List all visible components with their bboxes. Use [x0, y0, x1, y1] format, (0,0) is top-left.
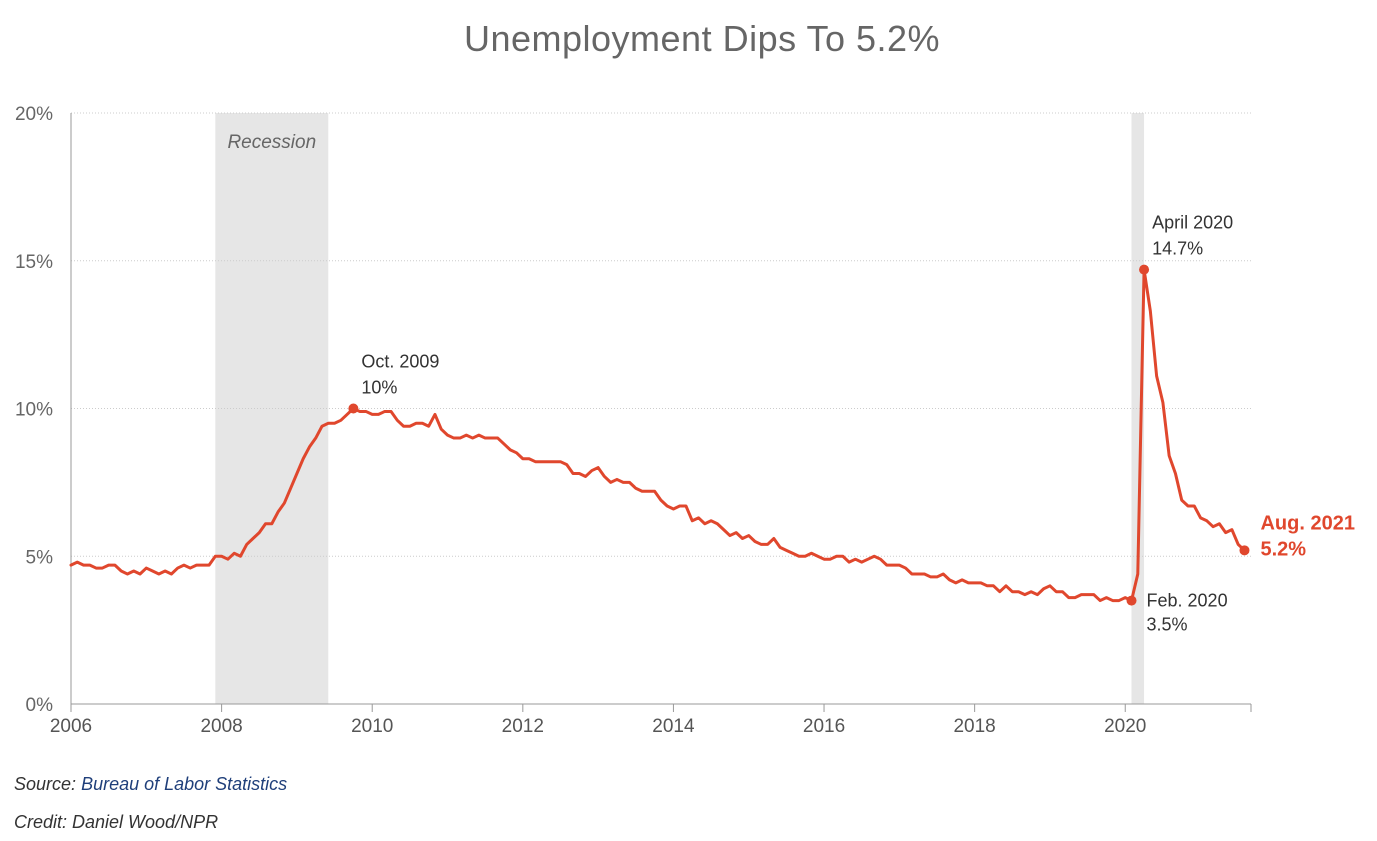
x-tick-label: 2018 [953, 716, 995, 737]
credit-note: Credit: Daniel Wood/NPR [14, 812, 219, 832]
annotation-marker [1139, 264, 1150, 275]
recession-band [215, 113, 329, 704]
annotation-value: 14.7% [1152, 239, 1203, 259]
x-tick-label: 2006 [50, 716, 92, 737]
source-note: Source: Bureau of Labor Statistics [14, 774, 287, 795]
y-tick-label: 20% [15, 104, 53, 125]
annotations: Oct. 2009 10% April 2020 14.7% Feb. 2020 3.5%… [348, 213, 1355, 635]
annotation-label: Oct. 2009 [361, 352, 439, 372]
annotation-marker [1239, 545, 1250, 556]
source-link[interactable]: Bureau of Labor Statistics [81, 774, 288, 794]
axes: 2006 2008 2010 2012 2014 2016 2018 2020 [50, 113, 1252, 737]
recession-band [1131, 113, 1145, 704]
source-label: Source: [14, 774, 77, 794]
x-tick-label: 2016 [803, 716, 845, 737]
annotation-label: April 2020 [1152, 213, 1233, 233]
recession-bands: Recession [215, 113, 1145, 704]
annotation-marker [1126, 595, 1137, 606]
recession-label: Recession [227, 132, 316, 153]
annotation-label: Aug. 2021 [1260, 512, 1354, 534]
annotation-value: 3.5% [1147, 615, 1188, 635]
annotation-marker [348, 403, 359, 414]
y-tick-label: 15% [15, 252, 53, 273]
y-tick-label: 5% [26, 547, 54, 568]
x-tick-label: 2012 [502, 716, 544, 737]
y-tick-label: 0% [26, 695, 54, 716]
y-tick-label: 10% [15, 400, 53, 421]
annotation-label: Feb. 2020 [1147, 591, 1228, 611]
x-tick-label: 2020 [1104, 716, 1146, 737]
gridlines: 0% 5% 10% 15% 20% [15, 104, 1251, 716]
annotation-value: 5.2% [1260, 538, 1306, 560]
annotation-value: 10% [361, 378, 397, 398]
x-tick-label: 2014 [652, 716, 695, 737]
series-layer [69, 268, 1246, 603]
x-tick-label: 2008 [200, 716, 242, 737]
x-tick-label: 2010 [351, 716, 393, 737]
chart-title: Unemployment Dips To 5.2% [463, 18, 941, 59]
unemployment-rate-line [69, 268, 1246, 603]
